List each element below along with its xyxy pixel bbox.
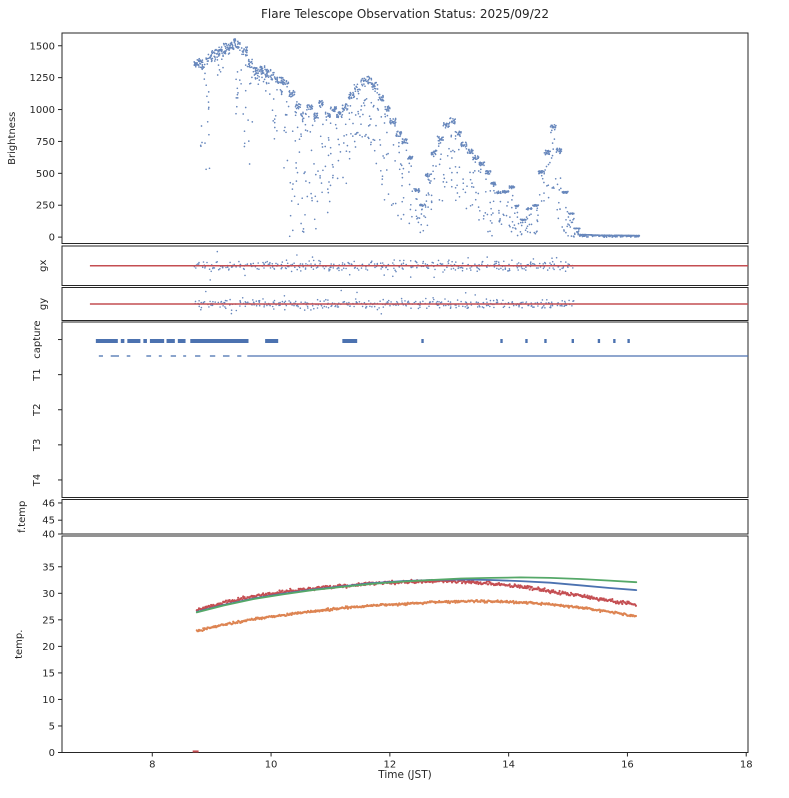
frame-brightness: [61, 32, 749, 244]
frame-ftemp: [61, 499, 749, 535]
svg-text:0: 0: [49, 748, 55, 759]
panel-ftemp: f.temp 46 45 40: [17, 498, 62, 541]
svg-text:45: 45: [42, 516, 55, 527]
svg-text:0: 0: [49, 233, 55, 244]
svg-text:250: 250: [36, 201, 55, 212]
svg-text:14: 14: [502, 760, 515, 771]
svg-text:f.temp: f.temp: [17, 501, 28, 533]
frame-status: [61, 321, 749, 498]
svg-text:capture: capture: [32, 320, 43, 358]
svg-text:750: 750: [36, 137, 55, 148]
svg-text:20: 20: [42, 642, 55, 653]
panel-gy: gy: [38, 289, 748, 315]
panel-temp: 0 5 10 15 20 25 30 35 temp. 8 10 12 14 16 18: [14, 562, 753, 770]
svg-text:40: 40: [42, 530, 55, 541]
svg-text:T1: T1: [32, 368, 43, 381]
svg-text:1000: 1000: [30, 105, 55, 116]
svg-text:gx: gx: [38, 260, 49, 272]
frame-temp: [61, 535, 749, 753]
svg-text:temp.: temp.: [14, 630, 25, 659]
svg-text:46: 46: [42, 498, 55, 509]
chart-title: Flare Telescope Observation Status: 2025…: [261, 7, 549, 21]
temp-green-smooth: [195, 576, 638, 614]
svg-text:12: 12: [383, 760, 396, 771]
svg-text:5: 5: [49, 721, 55, 732]
svg-text:10: 10: [265, 760, 278, 771]
panel-status: capture T1 T2 T3 T4: [32, 320, 748, 487]
svg-text:30: 30: [42, 589, 55, 600]
svg-text:25: 25: [42, 615, 55, 626]
svg-text:1250: 1250: [30, 73, 55, 84]
panel-gx: gx: [38, 250, 748, 281]
brightness-scatter: [193, 37, 641, 238]
svg-text:Brightness: Brightness: [7, 112, 18, 165]
svg-text:1500: 1500: [30, 41, 55, 52]
svg-text:16: 16: [621, 760, 634, 771]
svg-text:T2: T2: [32, 404, 43, 417]
svg-text:500: 500: [36, 169, 55, 180]
svg-text:35: 35: [42, 562, 55, 573]
svg-text:T3: T3: [32, 439, 43, 452]
x-axis-label: Time (JST): [378, 769, 432, 781]
temp-orange-noisy: [195, 599, 638, 633]
svg-text:gy: gy: [38, 298, 49, 310]
svg-text:8: 8: [149, 760, 155, 771]
svg-text:10: 10: [42, 695, 55, 706]
svg-text:18: 18: [740, 760, 753, 771]
panel-brightness: 0 250 500 750 1000 1250 1500 Brightness: [7, 37, 641, 244]
gy-scatter: [194, 289, 575, 315]
svg-text:15: 15: [42, 668, 55, 679]
svg-text:T4: T4: [32, 474, 43, 487]
